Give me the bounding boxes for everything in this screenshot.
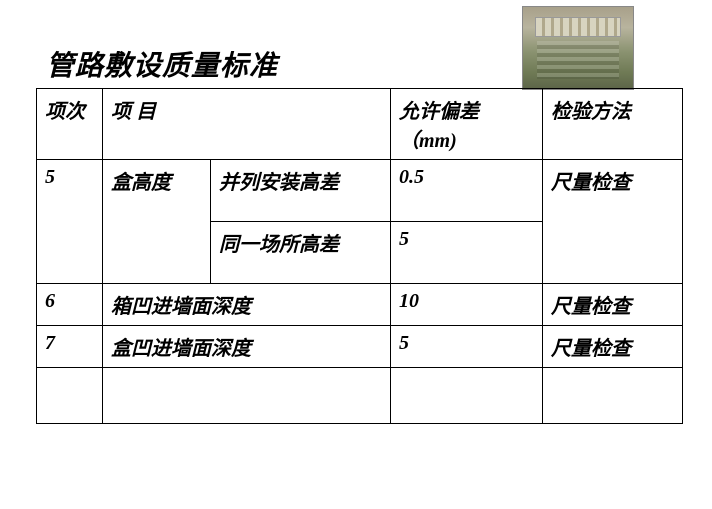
table-header-row: 项次 项 目 允许偏差（mm) 检验方法 [37, 89, 683, 160]
table-row: 7 盒凹进墙面深度 5 尺量检查 [37, 326, 683, 368]
cell-item-6: 箱凹进墙面深度 [103, 284, 391, 326]
cell-item-7: 盒凹进墙面深度 [103, 326, 391, 368]
cell-method-6: 尺量检查 [543, 284, 683, 326]
cell-no-5: 5 [37, 160, 103, 284]
cell-sub-parallel: 并列安装高差 [211, 160, 391, 222]
empty-cell [37, 368, 103, 424]
table-row: 6 箱凹进墙面深度 10 尺量检查 [37, 284, 683, 326]
col-tolerance: 允许偏差（mm) [391, 89, 543, 160]
cell-tol-0-5: 0.5 [391, 160, 543, 222]
empty-cell [391, 368, 543, 424]
empty-cell [543, 368, 683, 424]
col-item-no: 项次 [37, 89, 103, 160]
table-row: 5 盒高度 并列安装高差 0.5 尺量检查 [37, 160, 683, 222]
cell-method-7: 尺量检查 [543, 326, 683, 368]
cell-tol-5a: 5 [391, 222, 543, 284]
table-row-empty [37, 368, 683, 424]
cell-method-5: 尺量检查 [543, 160, 683, 284]
quality-standard-table: 项次 项 目 允许偏差（mm) 检验方法 5 盒高度 并列安装高差 0.5 尺量… [36, 88, 683, 424]
cell-no-7: 7 [37, 326, 103, 368]
col-item: 项 目 [103, 89, 391, 160]
cell-tol-5b: 5 [391, 326, 543, 368]
cell-sub-same-place: 同一场所高差 [211, 222, 391, 284]
electrical-box-photo [522, 6, 634, 90]
cell-no-6: 6 [37, 284, 103, 326]
cell-tol-10: 10 [391, 284, 543, 326]
cell-cat-box-height: 盒高度 [103, 160, 211, 284]
page-title: 管路敷设质量标准 [46, 44, 278, 84]
empty-cell [103, 368, 391, 424]
col-method: 检验方法 [543, 89, 683, 160]
